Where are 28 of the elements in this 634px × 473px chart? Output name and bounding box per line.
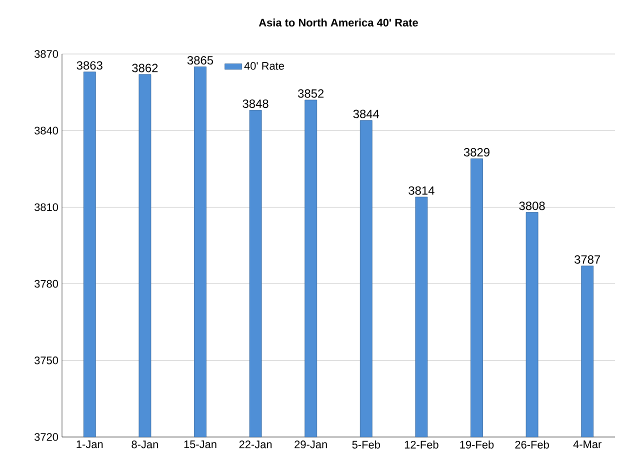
data-label: 3787 (574, 255, 600, 264)
data-label: 3862 (132, 64, 158, 72)
legend-label: 40' Rate (244, 62, 284, 70)
x-tick-label: 12-Feb (404, 440, 438, 449)
y-tick-label: 3840 (34, 126, 58, 134)
x-tick-label: 22-Jan (239, 440, 272, 448)
x-tick-label: 29-Jan (294, 440, 327, 448)
data-label: 3829 (464, 148, 490, 156)
data-label: 3865 (187, 56, 214, 65)
x-tick-label: 15-Jan (184, 440, 216, 448)
x-tick-label: 26-Feb (515, 440, 549, 449)
x-tick-label: 5-Feb (352, 440, 380, 449)
data-label: 3844 (353, 110, 380, 118)
x-tick-label: 19-Feb (460, 440, 494, 449)
data-label: 3848 (242, 100, 268, 108)
x-tick-label: 4-Mar (573, 440, 602, 448)
chart-title: Asia to North America 40' Rate (258, 18, 418, 26)
data-label: 3814 (408, 186, 434, 195)
data-label: 3863 (76, 61, 102, 70)
data-label: 3808 (519, 202, 545, 210)
x-tick-label: 8-Jan (132, 440, 158, 448)
y-tick-label: 3780 (34, 280, 58, 288)
data-label: 3852 (298, 89, 324, 98)
x-tick-label: 1-Jan (76, 440, 103, 448)
y-tick-label: 3870 (34, 50, 58, 58)
y-tick-label: 3810 (34, 203, 58, 212)
y-tick-label: 3720 (34, 433, 58, 441)
y-tick-label: 3750 (34, 356, 58, 364)
